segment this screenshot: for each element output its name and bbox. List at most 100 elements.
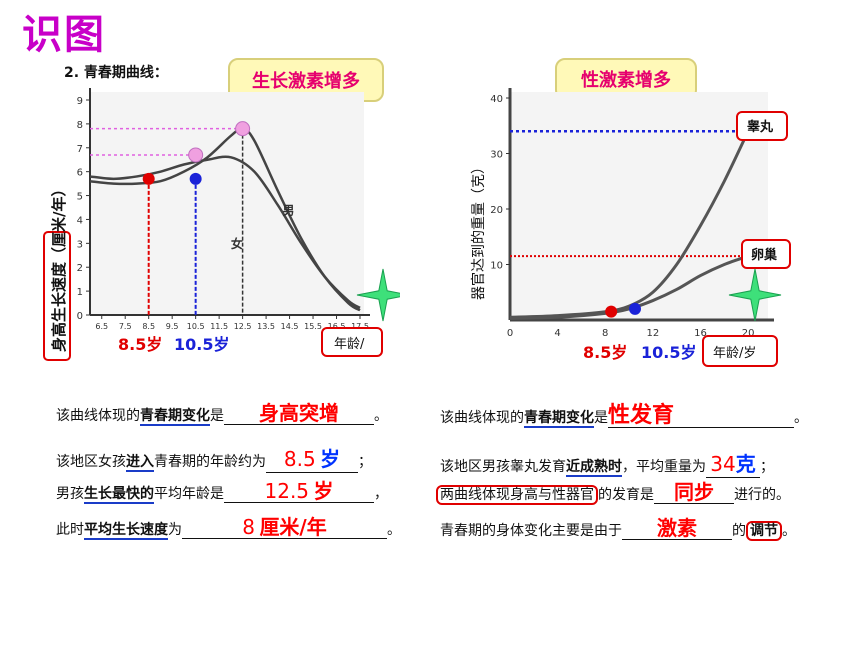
age-label-red: 8.5岁 [118, 335, 162, 354]
right-answer-1: 性发育 [608, 403, 675, 428]
age-label-red: 8.5岁 [583, 343, 627, 362]
right-line-1-pre: 该曲线体现的 [440, 410, 524, 426]
left-line-4: 此时平均生长速度为 8 厘米/年 。 [56, 515, 401, 540]
right-line-3-mid: 的发育是 [598, 487, 654, 503]
right-line-4-boxed: 调节 [746, 521, 782, 541]
right-answer-2: 34 [710, 452, 736, 476]
left-answer-2: 8.5 [283, 447, 316, 471]
y-tick-label: 10 [490, 261, 503, 272]
x-tick-label: 8.5 [142, 322, 155, 331]
right-line-2-post: ； [760, 459, 774, 475]
left-answer-4-unit: 厘米/年 [259, 515, 327, 539]
left-line-1-post: 。 [374, 408, 388, 424]
y-tick-label: 30 [490, 150, 503, 161]
left-answer-1: 身高突增 [259, 401, 339, 425]
marker-0 [142, 172, 155, 185]
left-answer-2-unit: 岁 [320, 447, 341, 471]
star-icon [728, 268, 782, 322]
left-line-3-post: ， [374, 486, 388, 502]
xlabel-box [321, 327, 383, 357]
x-tick-label: 13.5 [257, 322, 275, 331]
x-tick-label: 9.5 [166, 322, 179, 331]
x-tick-label: 10.5 [187, 322, 205, 331]
left-line-4-pre: 此时 [56, 522, 84, 538]
left-line-1: 该曲线体现的青春期变化是 身高突增 。 [56, 401, 388, 426]
x-tick-label: 11.5 [210, 322, 228, 331]
left-line-1-underlined: 青春期变化 [140, 408, 210, 426]
callout-growth-hormone-text: 生长激素增多 [252, 71, 360, 92]
y-tick-label: 2 [77, 263, 83, 274]
x-tick-label: 17.5 [351, 322, 369, 331]
right-line-3-boxed: 两曲线体现身高与性器官 [436, 485, 598, 505]
y-tick-label: 0 [77, 311, 83, 322]
label-box-testis [736, 111, 788, 141]
x-axis-label: 年龄/岁 [713, 346, 756, 361]
plot-area [510, 92, 768, 320]
left-answer-4: 8 [242, 515, 255, 539]
right-line-3-post: 进行的。 [734, 487, 790, 503]
series-line-testis [509, 130, 750, 319]
series-line-ovary [509, 254, 749, 320]
x-tick-label: 14.5 [281, 322, 299, 331]
x-tick-label: 15.5 [304, 322, 322, 331]
left-line-2-pre: 该地区女孩 [56, 454, 126, 470]
y-tick-label: 20 [490, 205, 503, 216]
right-line-1-mid: 是 [594, 410, 608, 426]
x-tick-label: 7.5 [119, 322, 132, 331]
left-answer-3: 12.5 [264, 479, 310, 503]
marker-3 [235, 121, 251, 137]
left-line-2: 该地区女孩进入青春期的年龄约为 8.5 岁 ； [56, 443, 372, 473]
y-tick-label: 7 [77, 144, 83, 155]
left-line-3-mid: 平均年龄是 [154, 486, 224, 502]
marker-2 [188, 147, 204, 163]
y-axis-label: 器官达到的重量（克） [471, 160, 487, 300]
x-tick-label: 16.5 [328, 322, 346, 331]
right-line-4-pre: 青春期的身体变化主要是由于 [440, 523, 622, 539]
right-line-3: 两曲线体现身高与性器官 的发育是 同步 进行的。 [436, 480, 790, 505]
ylabel-box [43, 231, 71, 361]
left-line-3-pre: 男孩 [56, 486, 84, 502]
y-axis-label: 身高生长速度（厘米/年） [50, 182, 68, 352]
series-label-ovary: 卵巢 [751, 247, 778, 263]
star-icon [356, 268, 400, 322]
section-label: 2. 青春期曲线： [64, 65, 168, 81]
y-tick-label: 1 [77, 287, 83, 298]
right-answer-3: 同步 [674, 480, 714, 504]
y-tick-label: 4 [77, 215, 83, 226]
right-line-2: 该地区男孩睾丸发育近成熟时，平均重量为 34克； [440, 448, 774, 478]
x-tick-label: 4 [554, 328, 560, 339]
series-label-girl: 女 [231, 236, 243, 251]
plot-area [90, 92, 364, 315]
left-line-2-underlined: 进入 [126, 454, 154, 472]
series-label-testis: 睾丸 [747, 119, 774, 135]
marker-0 [605, 305, 618, 318]
x-tick-label: 12.5 [234, 322, 252, 331]
right-line-1-post: 。 [794, 410, 808, 426]
left-line-2-post: ； [358, 454, 372, 470]
left-line-4-underlined: 平均生长速度 [84, 522, 168, 540]
callout-sex-hormone-text: 性激素增多 [581, 70, 671, 91]
y-tick-label: 3 [77, 239, 83, 250]
left-line-1-mid: 是 [210, 408, 224, 424]
age-label-blue: 10.5岁 [641, 343, 696, 362]
x-tick-label: 20 [742, 328, 755, 339]
right-answer-2-unit: 克 [735, 452, 756, 476]
y-tick-label: 40 [490, 94, 503, 105]
age-label-blue: 10.5岁 [174, 335, 229, 354]
right-line-1: 该曲线体现的青春期变化是性发育 。 [440, 405, 808, 428]
left-line-3-underlined: 生长最快的 [84, 486, 154, 504]
left-line-4-mid: 为 [168, 522, 182, 538]
xlabel-box [702, 335, 778, 367]
y-tick-label: 8 [77, 120, 83, 131]
label-box-ovary [741, 239, 791, 269]
right-answer-4: 激素 [657, 516, 697, 540]
left-line-1-pre: 该曲线体现的 [56, 408, 140, 424]
x-tick-label: 6.5 [95, 322, 108, 331]
y-tick-label: 5 [77, 192, 83, 203]
x-tick-label: 12 [646, 328, 659, 339]
left-answer-3-unit: 岁 [313, 479, 334, 503]
left-line-4-post: 。 [387, 522, 401, 538]
x-tick-label: 0 [507, 328, 513, 339]
marker-1 [189, 172, 202, 185]
